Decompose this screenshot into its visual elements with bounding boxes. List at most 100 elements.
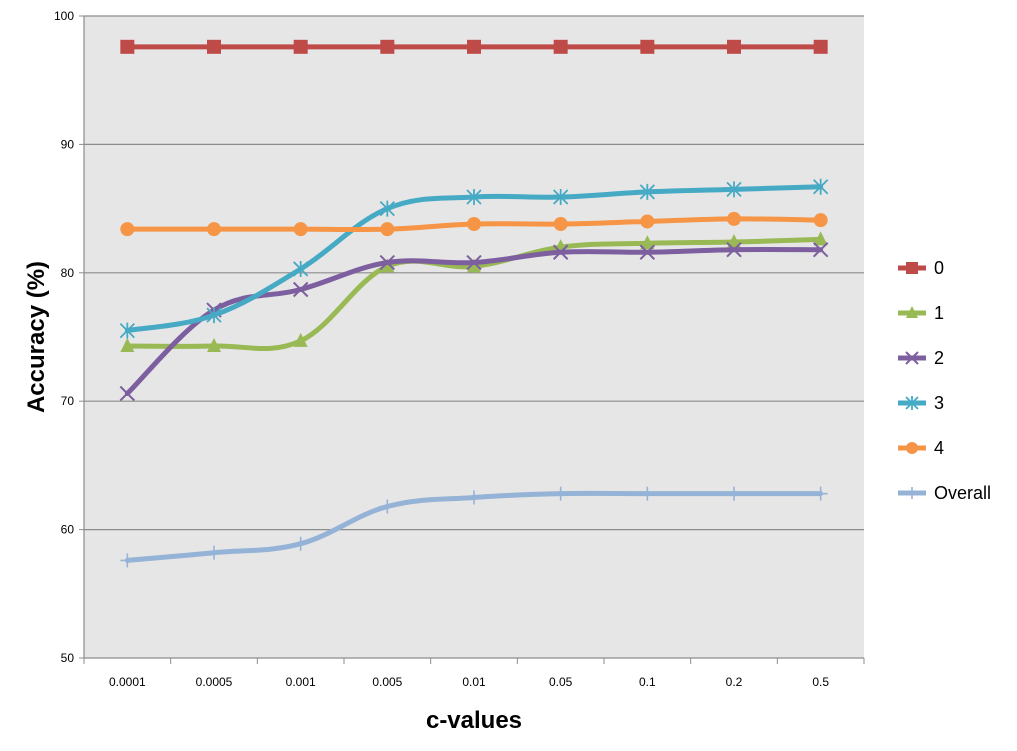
marker-square [640, 39, 655, 54]
marker-circle [120, 222, 135, 237]
marker-star [639, 183, 655, 200]
marker-star [119, 322, 135, 339]
marker-x [379, 254, 396, 271]
marker-x [639, 244, 656, 260]
marker-star [466, 189, 482, 206]
marker-square [906, 262, 918, 274]
marker-x [905, 351, 919, 365]
x-axis-title: c-values [426, 707, 522, 734]
x-tick-label: 0.001 [286, 675, 316, 689]
series-overall [120, 486, 828, 568]
marker-triangle [727, 233, 741, 248]
x-tick-label: 0.0005 [196, 675, 233, 689]
legend-label: 4 [934, 438, 944, 458]
marker-star [553, 189, 569, 206]
marker-star [813, 178, 829, 195]
x-tick-label: 0.01 [462, 675, 486, 689]
marker-plus [727, 486, 741, 501]
marker-square [727, 39, 741, 54]
x-tick-label: 0.1 [639, 675, 656, 689]
series-4 [120, 211, 828, 237]
marker-circle [813, 213, 828, 228]
x-tick-label: 0.5 [812, 675, 829, 689]
marker-triangle [906, 306, 918, 318]
marker-x [552, 244, 569, 260]
marker-star [379, 200, 395, 217]
marker-plus [380, 499, 395, 514]
marker-plus [553, 486, 568, 501]
series-group [119, 39, 829, 568]
marker-circle [467, 217, 481, 232]
marker-star [293, 260, 309, 277]
legend: 0 1 2 3 4 Overall [898, 258, 991, 503]
y-tick-label: 70 [61, 394, 75, 408]
marker-plus [120, 553, 135, 568]
marker-circle [553, 217, 568, 232]
marker-plus [207, 545, 221, 560]
marker-square [293, 39, 308, 54]
marker-circle [293, 222, 308, 237]
y-axis-title: Accuracy (%) [23, 261, 50, 413]
legend-label: 0 [934, 258, 944, 278]
grid-lines [84, 15, 864, 531]
y-tick-label: 50 [61, 651, 75, 665]
series-0 [120, 39, 828, 54]
legend-label: 2 [934, 348, 944, 368]
marker-x [812, 241, 829, 258]
marker-plus [813, 486, 828, 501]
marker-plus [293, 536, 308, 551]
marker-square [813, 39, 828, 54]
marker-triangle [120, 337, 135, 352]
marker-square [207, 39, 221, 54]
x-tick-label: 0.0001 [109, 675, 146, 689]
marker-x [292, 281, 309, 298]
axes: 50 60 70 80 90 100 0.0001 0.0005 0.001 0.005 0.01 0… [54, 9, 865, 689]
legend-item-overall: Overall [898, 483, 991, 503]
marker-triangle [640, 235, 655, 250]
legend-item-1: 1 [898, 303, 944, 323]
y-tick-label: 90 [61, 137, 75, 151]
series-1 [120, 231, 828, 352]
marker-plus [906, 487, 918, 499]
marker-circle [207, 222, 221, 237]
x-tick-label: 0.2 [726, 675, 743, 689]
marker-x [119, 385, 136, 402]
marker-x [726, 241, 742, 258]
y-tick-label: 60 [61, 523, 75, 537]
y-tick-label: 100 [54, 9, 74, 23]
marker-triangle [293, 332, 308, 347]
marker-square [380, 39, 395, 54]
series-3 [119, 178, 829, 339]
series-2 [119, 241, 829, 402]
marker-square [553, 39, 568, 54]
x-tick-label: 0.05 [549, 675, 573, 689]
x-tick-label: 0.005 [372, 675, 402, 689]
y-tick-label: 80 [61, 266, 75, 280]
plot-area-background [84, 16, 864, 658]
marker-circle [640, 214, 655, 229]
marker-square [120, 39, 135, 54]
marker-star [726, 181, 742, 198]
legend-item-4: 4 [898, 438, 944, 458]
marker-triangle [467, 258, 481, 273]
legend-item-2: 2 [898, 348, 944, 368]
legend-label: 1 [934, 303, 944, 323]
marker-plus [467, 490, 481, 505]
legend-item-0: 0 [898, 258, 944, 278]
marker-circle [380, 222, 395, 237]
legend-item-3: 3 [898, 393, 944, 413]
marker-x [466, 254, 482, 271]
marker-circle [906, 442, 918, 454]
marker-triangle [380, 258, 395, 273]
marker-circle [727, 211, 741, 226]
marker-triangle [207, 337, 221, 352]
legend-label: Overall [934, 483, 991, 503]
marker-star [206, 307, 222, 324]
legend-label: 3 [934, 393, 944, 413]
marker-triangle [813, 231, 828, 246]
marker-square [467, 39, 481, 54]
marker-star [905, 396, 919, 410]
marker-plus [640, 486, 655, 501]
